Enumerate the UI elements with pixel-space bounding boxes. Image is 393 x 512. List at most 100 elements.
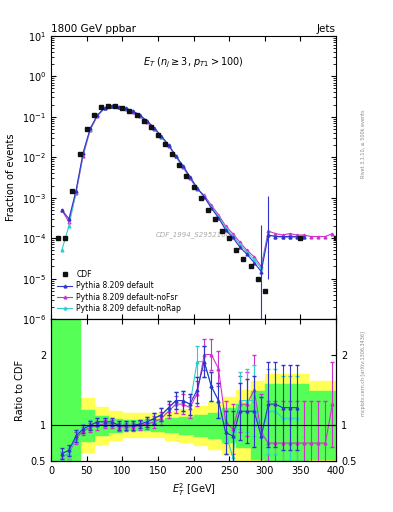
Pythia 8.209 default-noFsr [166,142,171,148]
Pythia 8.209 default [244,251,249,258]
Pythia 8.209 default-noFsr [66,219,71,225]
CDF [70,187,75,194]
Line: Pythia 8.209 default-noFsr: Pythia 8.209 default-noFsr [61,105,334,268]
Pythia 8.209 default [73,187,78,194]
CDF [248,263,253,269]
Pythia 8.209 default [66,216,71,222]
CDF [334,235,338,241]
Pythia 8.209 default [81,150,86,156]
Pythia 8.209 default-noRap [130,108,135,114]
Pythia 8.209 default-noRap [59,247,64,253]
Pythia 8.209 default-noRap [195,185,200,191]
CDF [191,184,196,190]
Pythia 8.209 default-noRap [166,142,171,148]
CDF [220,228,224,234]
Pythia 8.209 default [195,185,200,191]
Pythia 8.209 default [173,153,178,159]
Pythia 8.209 default-noRap [145,118,150,124]
Pythia 8.209 default-noFsr [323,233,328,240]
CDF [184,173,189,179]
Pythia 8.209 default [259,268,264,274]
Pythia 8.209 default-noRap [266,232,271,238]
Pythia 8.209 default [187,174,192,180]
CDF [234,247,239,253]
Pythia 8.209 default [223,227,228,233]
Pythia 8.209 default-noRap [209,204,214,210]
Pythia 8.209 default-noFsr [130,109,135,115]
Pythia 8.209 default-noFsr [88,126,93,133]
Pythia 8.209 default [202,194,207,200]
Pythia 8.209 default-noFsr [102,105,107,112]
Pythia 8.209 default-noRap [301,234,306,241]
CDF [198,195,203,201]
CDF [241,257,246,263]
Pythia 8.209 default-noRap [109,103,114,109]
Pythia 8.209 default-noRap [259,265,264,271]
CDF [263,288,267,294]
Pythia 8.209 default-noFsr [280,232,285,238]
Line: Pythia 8.209 default-noRap: Pythia 8.209 default-noRap [61,104,305,270]
Text: Jets: Jets [317,24,336,34]
CDF [298,235,303,241]
Pythia 8.209 default-noRap [138,113,143,119]
Pythia 8.209 default-noFsr [230,230,235,237]
Pythia 8.209 default-noRap [294,234,299,241]
Pythia 8.209 default-noRap [152,125,157,132]
Pythia 8.209 default-noFsr [180,164,185,170]
Pythia 8.209 default [152,125,157,131]
Pythia 8.209 default-noRap [244,249,249,255]
Pythia 8.209 default-noFsr [259,263,264,269]
Pythia 8.209 default [138,112,143,118]
Pythia 8.209 default-noFsr [237,239,242,245]
X-axis label: $E_T^2$ [GeV]: $E_T^2$ [GeV] [172,481,215,498]
Text: Rivet 3.1.10, ≥ 500k events: Rivet 3.1.10, ≥ 500k events [361,109,366,178]
Text: $E_T$ ($n_j \geq 3$, $p_{T1}>100$): $E_T$ ($n_j \geq 3$, $p_{T1}>100$) [143,56,244,70]
Pythia 8.209 default [230,234,235,241]
Pythia 8.209 default [209,205,214,211]
Pythia 8.209 default-noFsr [187,175,192,181]
Pythia 8.209 default-noRap [252,257,257,263]
Pythia 8.209 default-noFsr [330,230,335,237]
Pythia 8.209 default-noFsr [209,202,214,208]
Line: CDF: CDF [56,103,338,293]
Pythia 8.209 default-noRap [287,234,292,241]
Pythia 8.209 default [294,233,299,240]
CDF [163,141,167,147]
Pythia 8.209 default-noFsr [309,233,314,240]
Pythia 8.209 default-noRap [73,189,78,195]
Pythia 8.209 default-noRap [230,232,235,239]
Pythia 8.209 default-noFsr [216,211,221,218]
Pythia 8.209 default-noFsr [159,134,164,140]
Pythia 8.209 default-noRap [66,223,71,229]
Pythia 8.209 default-noRap [81,150,86,156]
Pythia 8.209 default-noRap [237,241,242,247]
CDF [63,235,68,241]
Pythia 8.209 default-noFsr [301,232,306,238]
CDF [77,151,82,157]
Pythia 8.209 default-noFsr [59,207,64,213]
Text: CDF_1994_S2952106: CDF_1994_S2952106 [156,231,231,238]
CDF [120,105,125,111]
CDF [213,216,217,222]
CDF [206,207,210,213]
Pythia 8.209 default [116,104,121,110]
CDF [56,235,61,241]
Line: Pythia 8.209 default: Pythia 8.209 default [61,104,305,273]
Pythia 8.209 default-noFsr [81,153,86,159]
Pythia 8.209 default-noFsr [202,192,207,198]
Pythia 8.209 default-noFsr [145,119,150,125]
Pythia 8.209 default-noFsr [95,113,100,119]
Pythia 8.209 default-noRap [180,163,185,169]
CDF [84,126,89,132]
Pythia 8.209 default [159,133,164,139]
Pythia 8.209 default [301,233,306,240]
CDF [149,124,153,131]
CDF [92,112,96,118]
Pythia 8.209 default-noFsr [223,223,228,229]
Pythia 8.209 default [59,207,64,213]
Pythia 8.209 default-noFsr [287,230,292,237]
Pythia 8.209 default-noRap [95,112,100,118]
Pythia 8.209 default-noRap [216,213,221,219]
Pythia 8.209 default [130,108,135,114]
Pythia 8.209 default [280,233,285,240]
